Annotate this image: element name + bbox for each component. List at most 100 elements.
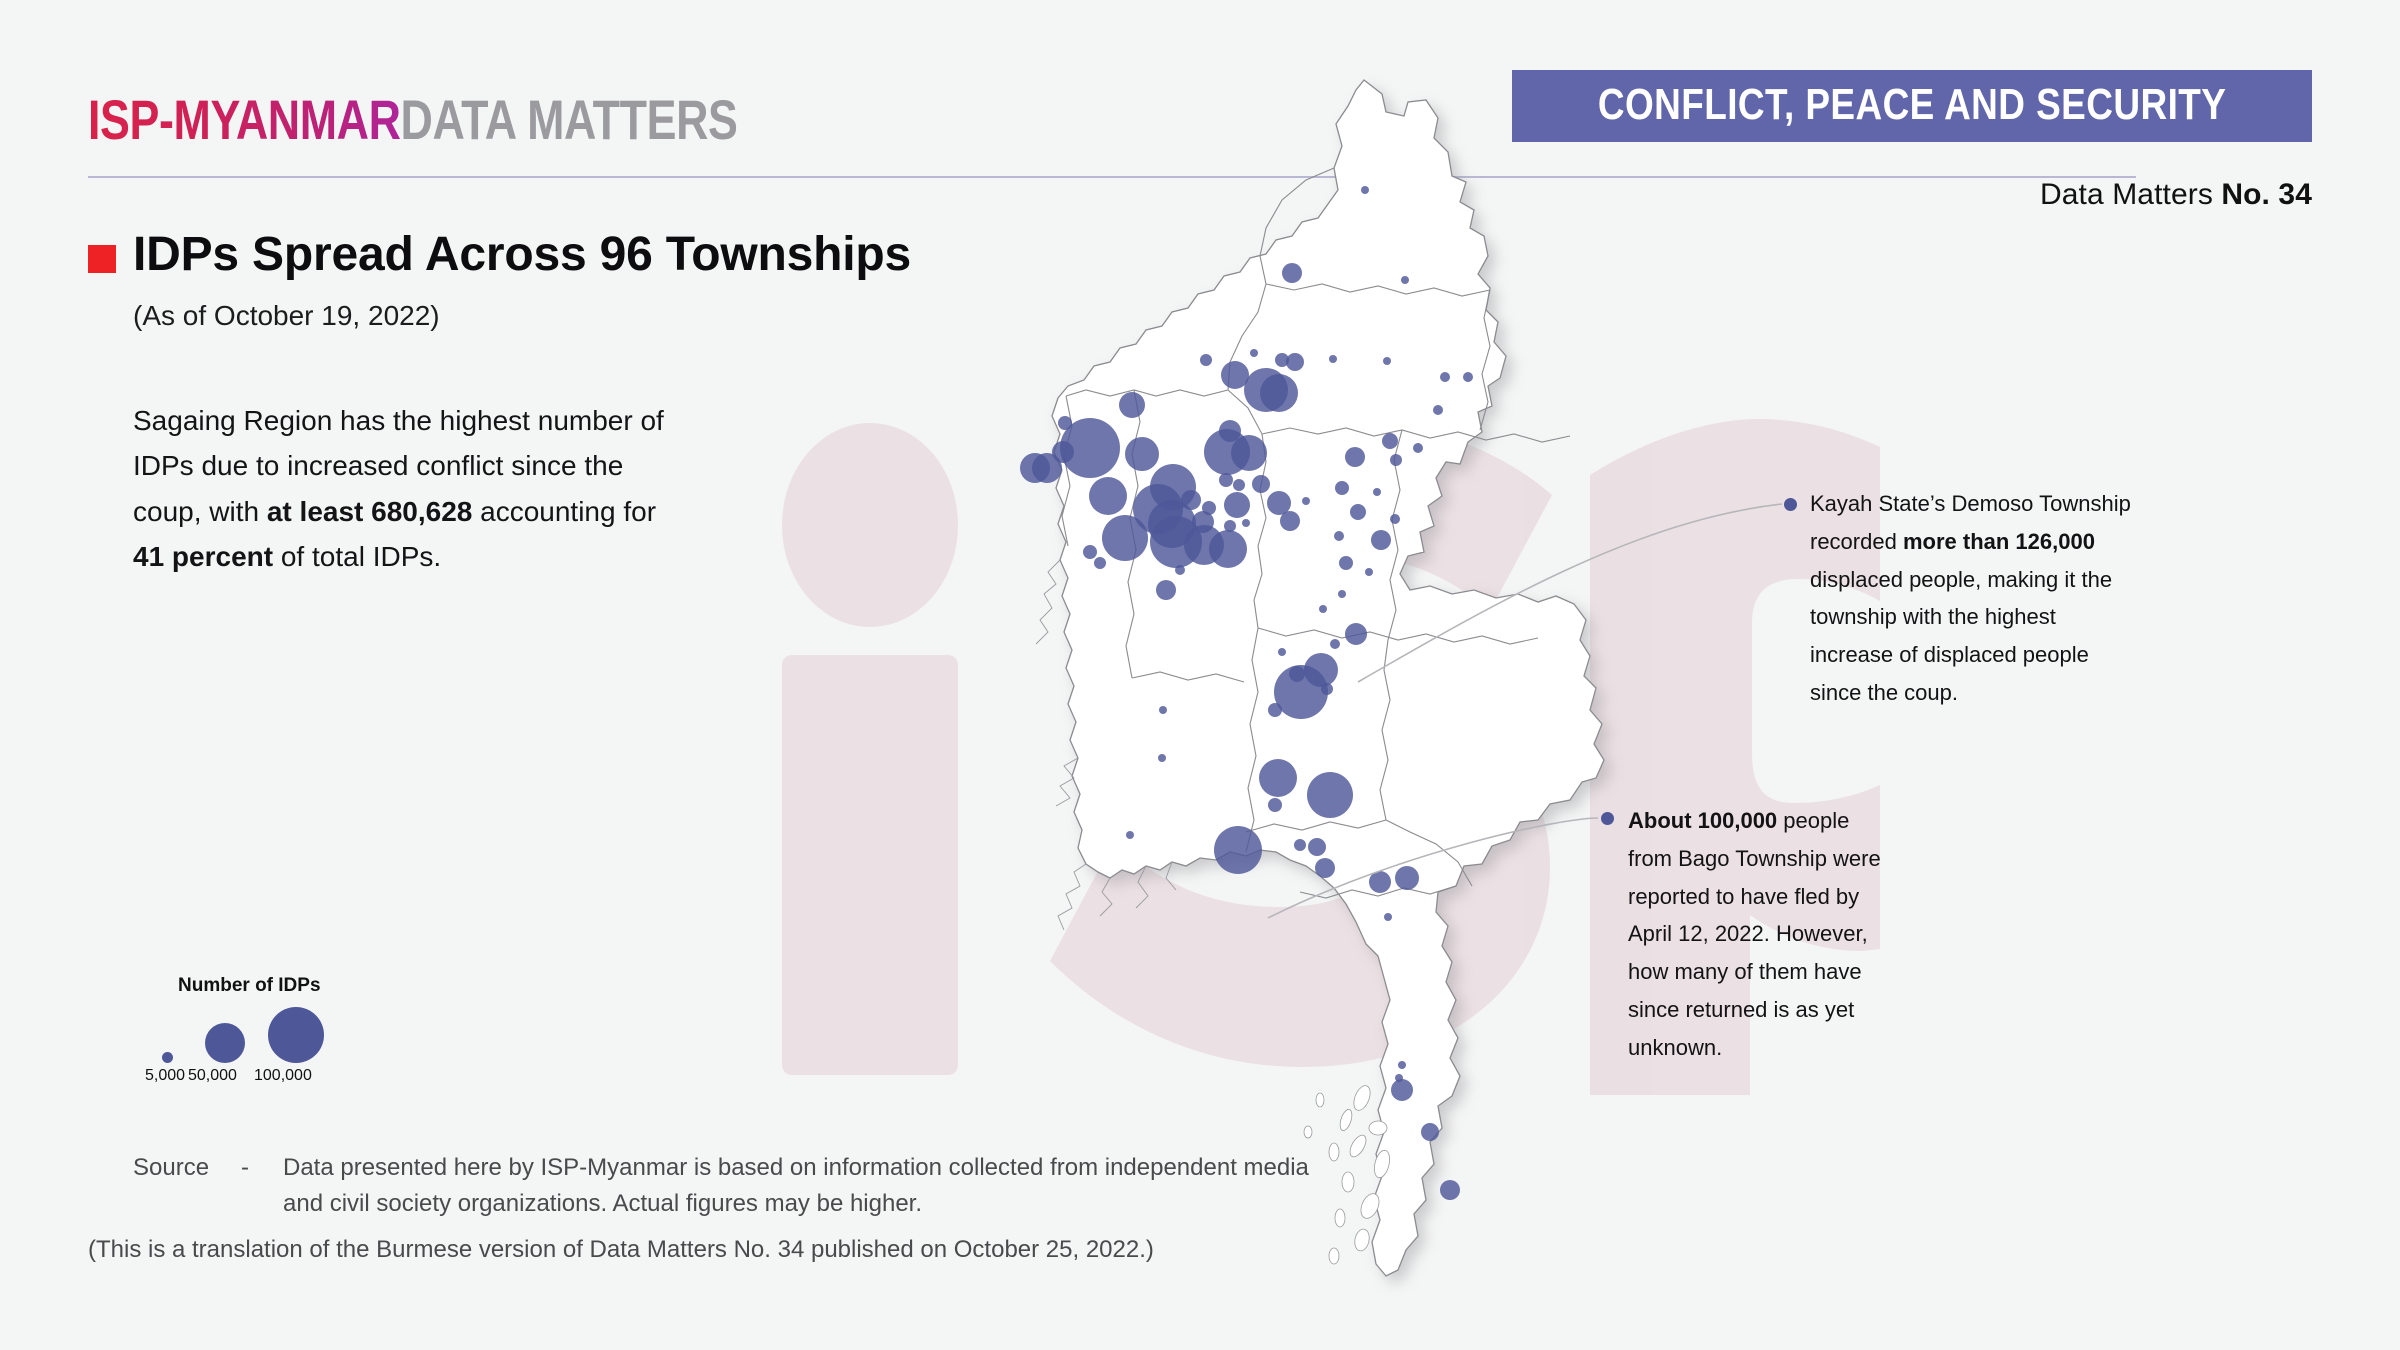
idp-bubble: [1280, 511, 1300, 531]
idp-bubble: [1250, 349, 1258, 357]
idp-bubble: [1175, 565, 1185, 575]
bubble-size-legend: Number of IDPs 5,000 50,000 100,000: [145, 975, 410, 1085]
idp-bubble: [1383, 357, 1391, 365]
legend-bubbles: 5,000 50,000 100,000: [145, 1007, 410, 1085]
page-subtitle: (As of October 19, 2022): [133, 300, 440, 331]
idp-bubble: [1371, 530, 1391, 550]
brand-logo: ISP-MYANMARDATA MATTERS: [88, 92, 738, 148]
idp-bubble: [1350, 504, 1366, 520]
idp-bubble: [1102, 515, 1148, 561]
annotation-bago-part1: people from Bago Township were reported …: [1628, 808, 1881, 1060]
logo-data-matters: DATA MATTERS: [400, 88, 738, 151]
idp-bubble: [1334, 531, 1344, 541]
source-dash: -: [241, 1154, 249, 1181]
archipelago-islands: [1303, 1085, 1390, 1265]
idp-bubble: [1335, 481, 1349, 495]
idp-bubble: [1401, 276, 1409, 284]
idp-bubble: [1126, 831, 1134, 839]
idp-bubble: [1200, 354, 1212, 366]
header-divider: [88, 176, 2136, 178]
idp-bubble: [1286, 353, 1304, 371]
idp-bubble: [1089, 477, 1127, 515]
idp-bubble: [1259, 759, 1297, 797]
idp-bubble: [1391, 1079, 1413, 1101]
idp-bubble: [1308, 838, 1326, 856]
issue-prefix: Data Matters: [2040, 178, 2222, 211]
idp-bubble: [1433, 405, 1443, 415]
title-bullet-icon: [88, 245, 116, 273]
idp-bubble: [1373, 488, 1381, 496]
idp-bubble: [1158, 754, 1166, 762]
idp-bubble: [1260, 374, 1298, 412]
idp-bubble: [1242, 519, 1250, 527]
legend-bubble-5000: [162, 1052, 173, 1063]
annotation-bago-bold: About 100,000: [1628, 808, 1778, 833]
lede-bold1: at least 680,628: [266, 495, 473, 527]
legend-label-5000: 5,000: [145, 1067, 186, 1084]
idp-bubble: [1274, 665, 1328, 719]
idp-bubble: [1224, 492, 1250, 518]
idp-bubble: [1315, 858, 1335, 878]
idp-bubble: [1440, 372, 1450, 382]
idp-bubble: [1339, 556, 1353, 570]
idp-bubble: [1268, 703, 1282, 717]
lede-part1: Sagaing Region has the highest number of…: [133, 405, 664, 527]
idp-bubble: [1094, 557, 1106, 569]
idp-bubble: [1231, 435, 1267, 471]
idp-bubble: [1275, 353, 1289, 367]
idp-bubble: [1307, 772, 1353, 818]
idp-bubble: [1361, 186, 1369, 194]
idp-bubble: [1319, 605, 1327, 613]
idp-bubble: [1440, 1180, 1460, 1200]
idp-bubble: [1252, 475, 1270, 493]
idp-bubble: [1221, 361, 1249, 389]
idp-bubble: [1384, 913, 1392, 921]
legend-bubble-50000: [205, 1023, 245, 1063]
idp-bubble: [1369, 871, 1391, 893]
idp-bubble: [1119, 392, 1145, 418]
legend-label-50000: 50,000: [188, 1067, 237, 1084]
idp-bubble: [1282, 263, 1302, 283]
idp-bubble: [1159, 706, 1167, 714]
category-badge-label: CONFLICT, PEACE AND SECURITY: [1597, 80, 2227, 129]
idp-bubble: [1294, 839, 1306, 851]
idp-bubble: [1321, 683, 1333, 695]
lede-bold2: 41 percent: [133, 541, 274, 573]
annotation-bago: About 100,000 people from Bago Township …: [1628, 802, 1898, 1067]
idp-bubble: [1032, 453, 1062, 483]
idp-bubble: [1345, 447, 1365, 467]
myanmar-idp-bubble-map: [990, 60, 1790, 1310]
lede-part2: accounting for: [472, 495, 657, 527]
source-body: Data presented here by ISP-Myanmar is ba…: [283, 1154, 1309, 1217]
idp-bubble: [1390, 514, 1400, 524]
idp-bubble: [1125, 437, 1159, 471]
annotation-demoso-part2: displaced people, making it the township…: [1810, 566, 2113, 706]
legend-title: Number of IDPs: [178, 975, 321, 996]
idp-bubble: [1214, 826, 1262, 874]
legend-bubble-100000: [268, 1007, 324, 1063]
idp-bubble: [1302, 497, 1310, 505]
annotation-dot-bago: [1601, 812, 1614, 825]
source-note: (This is a translation of the Burmese ve…: [88, 1236, 1154, 1263]
issue-value: No. 34: [2221, 178, 2312, 211]
idp-bubble: [1156, 580, 1176, 600]
lede-paragraph: Sagaing Region has the highest number of…: [133, 398, 693, 579]
source-row: Source - Data presented here by ISP-Myan…: [133, 1150, 1323, 1222]
annotation-demoso: Kayah State’s Demoso Township recorded m…: [1810, 485, 2140, 712]
idp-bubble: [1233, 479, 1245, 491]
source-block: Source - Data presented here by ISP-Myan…: [88, 1150, 1323, 1268]
source-label: Source: [133, 1154, 210, 1181]
idp-bubble: [1209, 530, 1247, 568]
idp-bubble: [1395, 866, 1419, 890]
idp-bubble: [1268, 798, 1282, 812]
idp-bubble: [1413, 443, 1423, 453]
idp-bubble: [1338, 590, 1346, 598]
idp-bubble: [1083, 545, 1097, 559]
issue-number: Data Matters No. 34: [2040, 178, 2312, 212]
idp-bubble: [1398, 1061, 1406, 1069]
idp-bubble: [1219, 473, 1233, 487]
logo-isp-myanmar: ISP-MYANMAR: [88, 88, 401, 151]
annotation-dot-demoso: [1784, 498, 1797, 511]
legend-label-100000: 100,000: [254, 1067, 312, 1084]
